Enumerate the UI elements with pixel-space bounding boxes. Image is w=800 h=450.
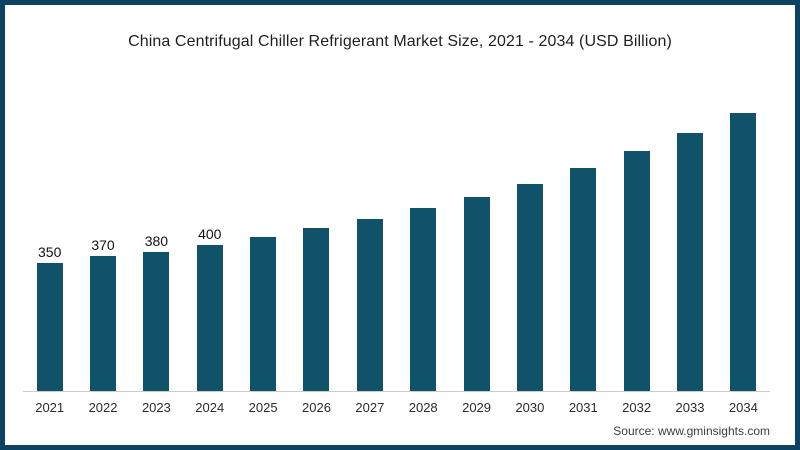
bar-value-label: 400 <box>198 225 222 242</box>
x-tick-label-2026: 2026 <box>302 400 331 415</box>
bar-group-2031 <box>557 98 610 391</box>
x-tick-label-2027: 2027 <box>355 400 385 415</box>
bar-2028 <box>410 207 437 391</box>
bar-2021 <box>36 262 63 391</box>
x-tick-label-2025: 2025 <box>248 400 278 415</box>
bar-group-2030 <box>503 98 556 391</box>
bar-group-2024: 400 <box>183 98 236 391</box>
chart-title: China Centrifugal Chiller Refrigerant Ma… <box>128 33 672 50</box>
bar-group-2032 <box>610 98 663 391</box>
bar-group-2033 <box>663 98 716 391</box>
x-axis-tick-labels: 2021 2022 2023 2024 2025 2026 2027 2028 2029 2030… <box>23 400 770 415</box>
bar-value-label: 350 <box>38 243 62 260</box>
x-tick-label-2034: 2034 <box>728 400 758 415</box>
bar-group-2023: 380 <box>130 98 183 391</box>
x-tick-label-2024: 2024 <box>195 400 225 415</box>
bar-2023 <box>143 251 170 391</box>
bar-2033 <box>676 132 703 391</box>
x-tick-label-2031: 2031 <box>568 400 598 415</box>
bar-group-2021: 350 <box>23 98 76 391</box>
bar-group-2028 <box>397 98 450 391</box>
x-tick-label-2029: 2029 <box>462 400 492 415</box>
bar-2022 <box>90 255 117 391</box>
x-tick-label-2032: 2032 <box>622 400 652 415</box>
source-attribution: Source: www.gminsights.com <box>613 424 770 438</box>
bar-2032 <box>623 151 650 391</box>
bar-2030 <box>516 184 543 391</box>
bar-group-2027 <box>343 98 396 391</box>
bar-chart-plot-area: 350 370 380 400 <box>23 98 770 392</box>
x-tick-label-2021: 2021 <box>35 400 65 415</box>
x-tick-label-2023: 2023 <box>141 400 171 415</box>
x-tick-label-2033: 2033 <box>675 400 705 415</box>
bar-value-label: 380 <box>144 232 169 249</box>
bar-group-2022: 370 <box>76 98 129 391</box>
bar-group-2029 <box>450 98 503 391</box>
x-tick-label-2030: 2030 <box>515 400 545 415</box>
bar-2025 <box>250 237 277 391</box>
bar-2026 <box>303 228 330 391</box>
bar-group-2034 <box>717 98 770 391</box>
x-tick-label-2022: 2022 <box>88 400 118 415</box>
bar-2031 <box>570 167 597 391</box>
bar-2029 <box>463 196 490 391</box>
bar-2034 <box>730 112 757 391</box>
bar-group-2026 <box>290 98 343 391</box>
x-tick-label-2028: 2028 <box>408 400 438 415</box>
bar-value-label: 370 <box>91 236 115 253</box>
bar-group-2025 <box>236 98 289 391</box>
bar-2027 <box>356 218 383 391</box>
bar-2024 <box>196 244 223 391</box>
